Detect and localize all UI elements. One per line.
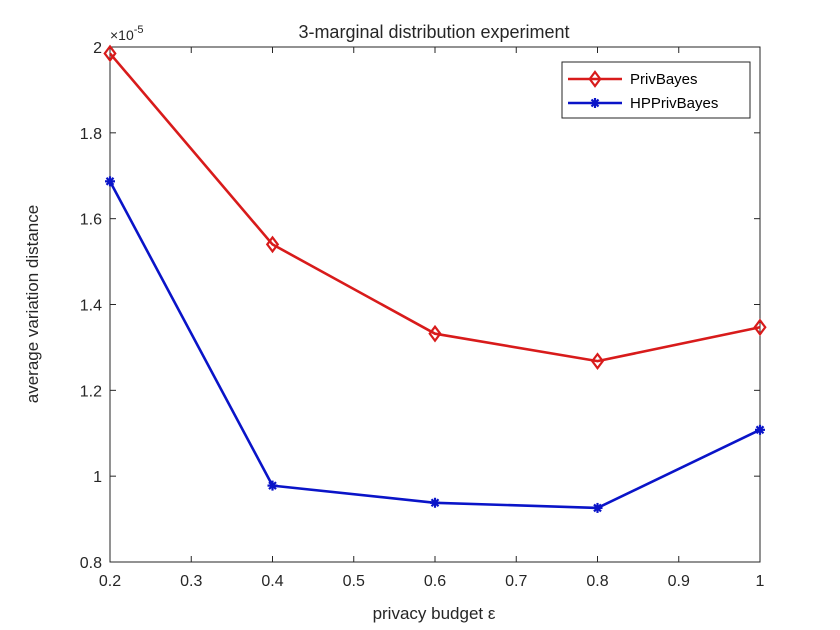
- legend: PrivBayes HPPrivBayes: [561, 61, 751, 119]
- y-axis-exponent-power: -5: [134, 24, 144, 36]
- x-tick-label: 0.2: [99, 573, 121, 590]
- plot-frame: [109, 46, 761, 563]
- data-point: [430, 497, 440, 508]
- x-tick-label: 0.6: [424, 573, 446, 590]
- y-tick-label: 1: [93, 469, 102, 486]
- asterisk-stroke: [268, 481, 277, 490]
- x-tick-label: 0.4: [261, 573, 283, 590]
- legend-marker: [588, 70, 602, 88]
- asterisk-stroke: [430, 498, 440, 508]
- series-line: [109, 52, 761, 363]
- asterisk-stroke: [590, 98, 600, 108]
- y-axis-exponent: ×10-5: [110, 24, 144, 43]
- asterisk-stroke: [105, 177, 115, 186]
- legend-box: [561, 61, 751, 119]
- y-tick-label: 1.6: [80, 212, 102, 229]
- y-tick-label: 1.2: [80, 383, 102, 400]
- legend-item: HPPrivBayes: [568, 95, 718, 112]
- legend-item: PrivBayes: [568, 70, 698, 88]
- x-tick-label: 0.8: [586, 573, 608, 590]
- x-tick-label: 0.9: [668, 573, 690, 590]
- data-point: [265, 235, 280, 254]
- data-point: [267, 480, 278, 491]
- y-tick-label: 0.8: [80, 555, 102, 572]
- data-point: [753, 318, 767, 337]
- y-tick-label: 2: [93, 40, 102, 57]
- x-axis-label: privacy budget ε: [373, 604, 496, 623]
- data-point: [590, 352, 605, 370]
- legend-label: PrivBayes: [630, 71, 698, 88]
- series-privbayes: [103, 44, 767, 370]
- data-point: [755, 424, 765, 435]
- legend-marker: [590, 98, 600, 108]
- plot-area: 0.2 0.3 0.4 0.5 0.6 0.7 0.8 0.9 1 0.8 1 1.2 1.4 1.6 1.…: [80, 40, 767, 590]
- x-tick-label: 0.5: [343, 573, 365, 590]
- data-point: [105, 176, 115, 187]
- x-tick-label: 0.7: [505, 573, 527, 590]
- data-point: [103, 44, 117, 63]
- chart-title: 3-marginal distribution experiment: [298, 22, 569, 42]
- x-tick-label: 0.3: [180, 573, 202, 590]
- series-hpprivbayes: [105, 176, 765, 513]
- asterisk-stroke: [755, 425, 765, 435]
- x-tick-label: 1: [756, 573, 765, 590]
- data-point: [592, 502, 603, 513]
- y-axis-exponent-base: ×10: [110, 27, 134, 43]
- data-point: [428, 324, 442, 343]
- asterisk-stroke: [593, 503, 602, 513]
- y-axis-label: average variation distance: [23, 205, 42, 403]
- y-tick-label: 1.4: [80, 298, 102, 315]
- y-tick-label: 1.8: [80, 126, 102, 143]
- legend-label: HPPrivBayes: [630, 95, 718, 112]
